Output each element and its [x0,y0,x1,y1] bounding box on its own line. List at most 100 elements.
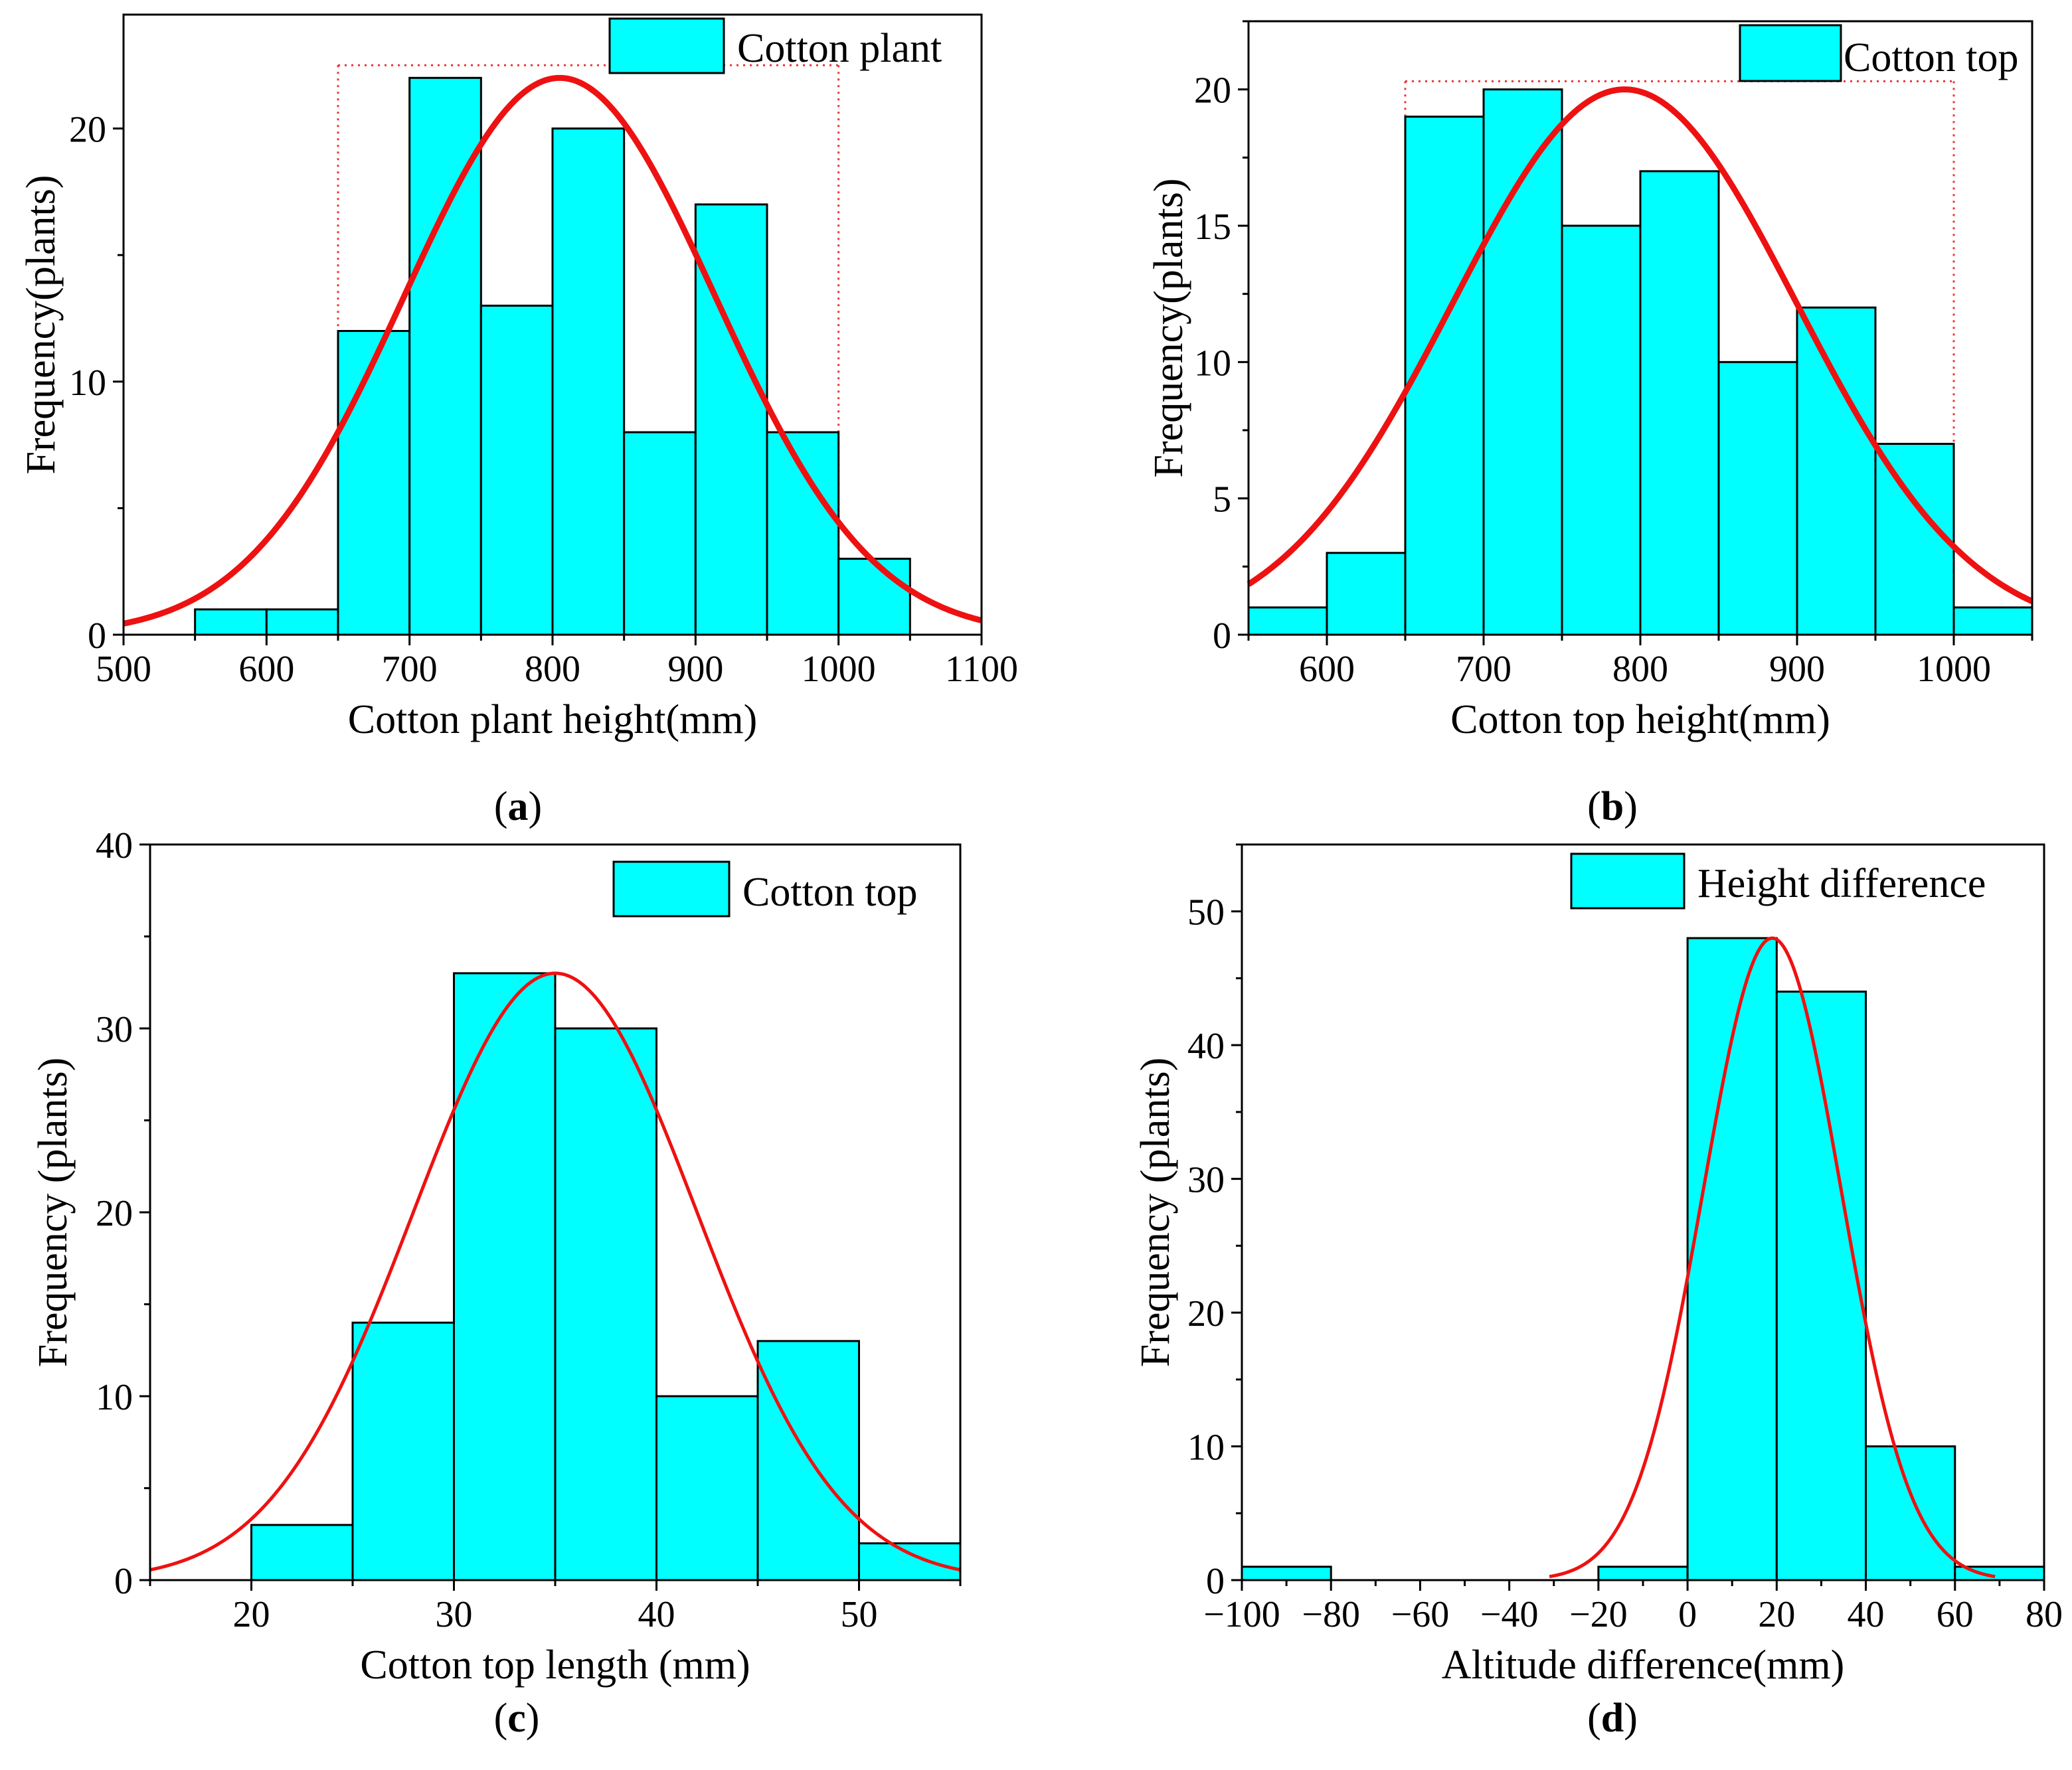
histogram-bar-7 [1796,306,1877,636]
x-tick-label: −80 [1302,1594,1360,1635]
x-tick-label: 1000 [1917,649,1991,690]
histogram-bar-4 [479,304,554,636]
panel-label-open: ( [494,1696,508,1741]
y-tick-label: 0 [1206,1561,1225,1602]
x-tick-label: −100 [1203,1594,1280,1635]
x-tick-label: 800 [525,649,580,690]
x-tick-label: 20 [233,1594,270,1635]
panel-label-close: ) [526,1696,540,1741]
chart-panel-d: −100 −80 −60 −40 −20 0 20 40 60 80 0 10 20 30 40 50 Alti… [1133,843,2063,1741]
legend: Cotton plant [608,17,942,74]
y-axis: 0 10 20 [69,110,124,657]
x-axis: 500 600 700 800 900 1000 1100 [96,635,1018,690]
x-tick-label: 800 [1612,649,1668,690]
histogram-bar-3 [1482,88,1563,636]
x-tick-label: 0 [1678,1594,1697,1635]
x-tick-label: 600 [1299,649,1355,690]
histogram-bars [250,972,962,1581]
y-tick-label: 10 [1187,1427,1225,1469]
panel-label-letter: c [507,1696,526,1741]
histogram-bar-9 [1952,606,2033,636]
x-axis: 600 700 800 900 1000 [1247,635,2033,690]
legend: Height difference [1570,852,1986,910]
y-tick-label: 5 [1213,479,1231,521]
normal-fit-curve [1247,86,2033,604]
x-axis-title: Cotton plant height(mm) [348,697,758,742]
legend-swatch [1570,852,1685,910]
y-tick-label: 10 [69,362,106,404]
histogram-bar-3 [408,76,482,636]
x-axis-title: Cotton top height(mm) [1450,697,1830,742]
normal-fit-curve [123,74,983,627]
x-tick-label: 900 [1769,649,1825,690]
x-axis: 20 30 40 50 [149,1580,962,1635]
histogram-bar-0 [1241,1566,1332,1581]
y-tick-label: 0 [1213,615,1231,657]
histogram-bar-5 [551,127,626,636]
histogram-bar-1 [265,608,339,636]
y-axis-title: Frequency (plants) [31,1058,76,1368]
y-tick-label: 10 [1194,343,1231,384]
y-axis: 0 5 10 15 20 [1194,20,1249,657]
x-tick-label: 80 [2026,1594,2063,1635]
y-axis: 0 10 20 30 40 50 [1187,843,1242,1602]
normal-fit-curve [1549,936,1996,1579]
panel-label-b: (b) [1587,784,1638,829]
x-tick-label: 30 [436,1594,473,1635]
panel-label-close: ) [1624,1696,1638,1741]
histogram-bars [1241,937,2045,1581]
histogram-bar-1 [1326,552,1407,636]
histogram-bar-4 [1561,224,1642,636]
x-tick-label: 1000 [802,649,876,690]
histogram-bar-2 [1404,116,1485,636]
y-tick-label: 15 [1194,206,1231,248]
y-axis: 0 10 20 30 40 [96,825,150,1602]
histogram-bar-6 [1717,361,1798,636]
y-axis-title: Frequency (plants) [1133,1058,1178,1368]
panel-label-letter: d [1601,1696,1624,1741]
y-tick-label: 20 [69,110,106,151]
histogram-bar-0 [250,1524,354,1581]
x-tick-label: 20 [1758,1594,1795,1635]
histogram-bar-7 [694,203,768,636]
y-axis-title: Frequency(plants) [19,175,64,474]
chart-panel-b: 600 700 800 900 1000 0 5 10 15 20 Cotton top heigh… [1146,20,2033,829]
histogram-bar-1 [351,1321,455,1581]
x-tick-label: 700 [1456,649,1511,690]
x-tick-label: 900 [667,649,723,690]
legend-label: Cotton top [1844,35,2019,80]
histogram-bars [1247,88,2033,636]
legend-swatch [608,17,725,74]
panel-label-c: (c) [494,1696,540,1741]
y-tick-label: 0 [88,615,106,657]
panel-label-letter: b [1601,784,1624,829]
histogram-bar-0 [194,608,268,636]
histogram-bar-3 [554,1027,657,1581]
histogram-bar-8 [1874,443,1955,636]
histogram-bar-4 [1865,1445,1956,1581]
panel-label-a: (a) [494,784,542,829]
y-tick-label: 10 [96,1377,133,1418]
panel-label-open: ( [1587,1696,1601,1741]
histogram-bar-2 [453,972,557,1581]
panel-label-close: ) [529,784,543,829]
chart-panel-c: 20 30 40 50 0 10 20 30 40 Cotton top length (mm) F… [31,825,962,1741]
histogram-bar-0 [1247,606,1328,636]
x-tick-label: −20 [1569,1594,1628,1635]
histogram-bar-4 [655,1395,759,1581]
legend-label: Cotton top [742,870,918,915]
legend-swatch [612,860,731,918]
x-tick-label: 500 [96,649,151,690]
x-tick-label: −40 [1480,1594,1539,1635]
y-tick-label: 0 [114,1561,133,1602]
panel-label-open: ( [494,784,508,829]
x-axis: −100 −80 −60 −40 −20 0 20 40 60 80 [1203,1580,2063,1635]
panel-label-letter: a [508,784,529,829]
legend-label: Cotton plant [737,26,942,71]
histogram-bar-9 [837,558,911,636]
histogram-bar-2 [337,330,411,636]
x-tick-label: 40 [638,1594,675,1635]
legend-label: Height difference [1697,861,1986,906]
x-tick-label: 700 [382,649,438,690]
